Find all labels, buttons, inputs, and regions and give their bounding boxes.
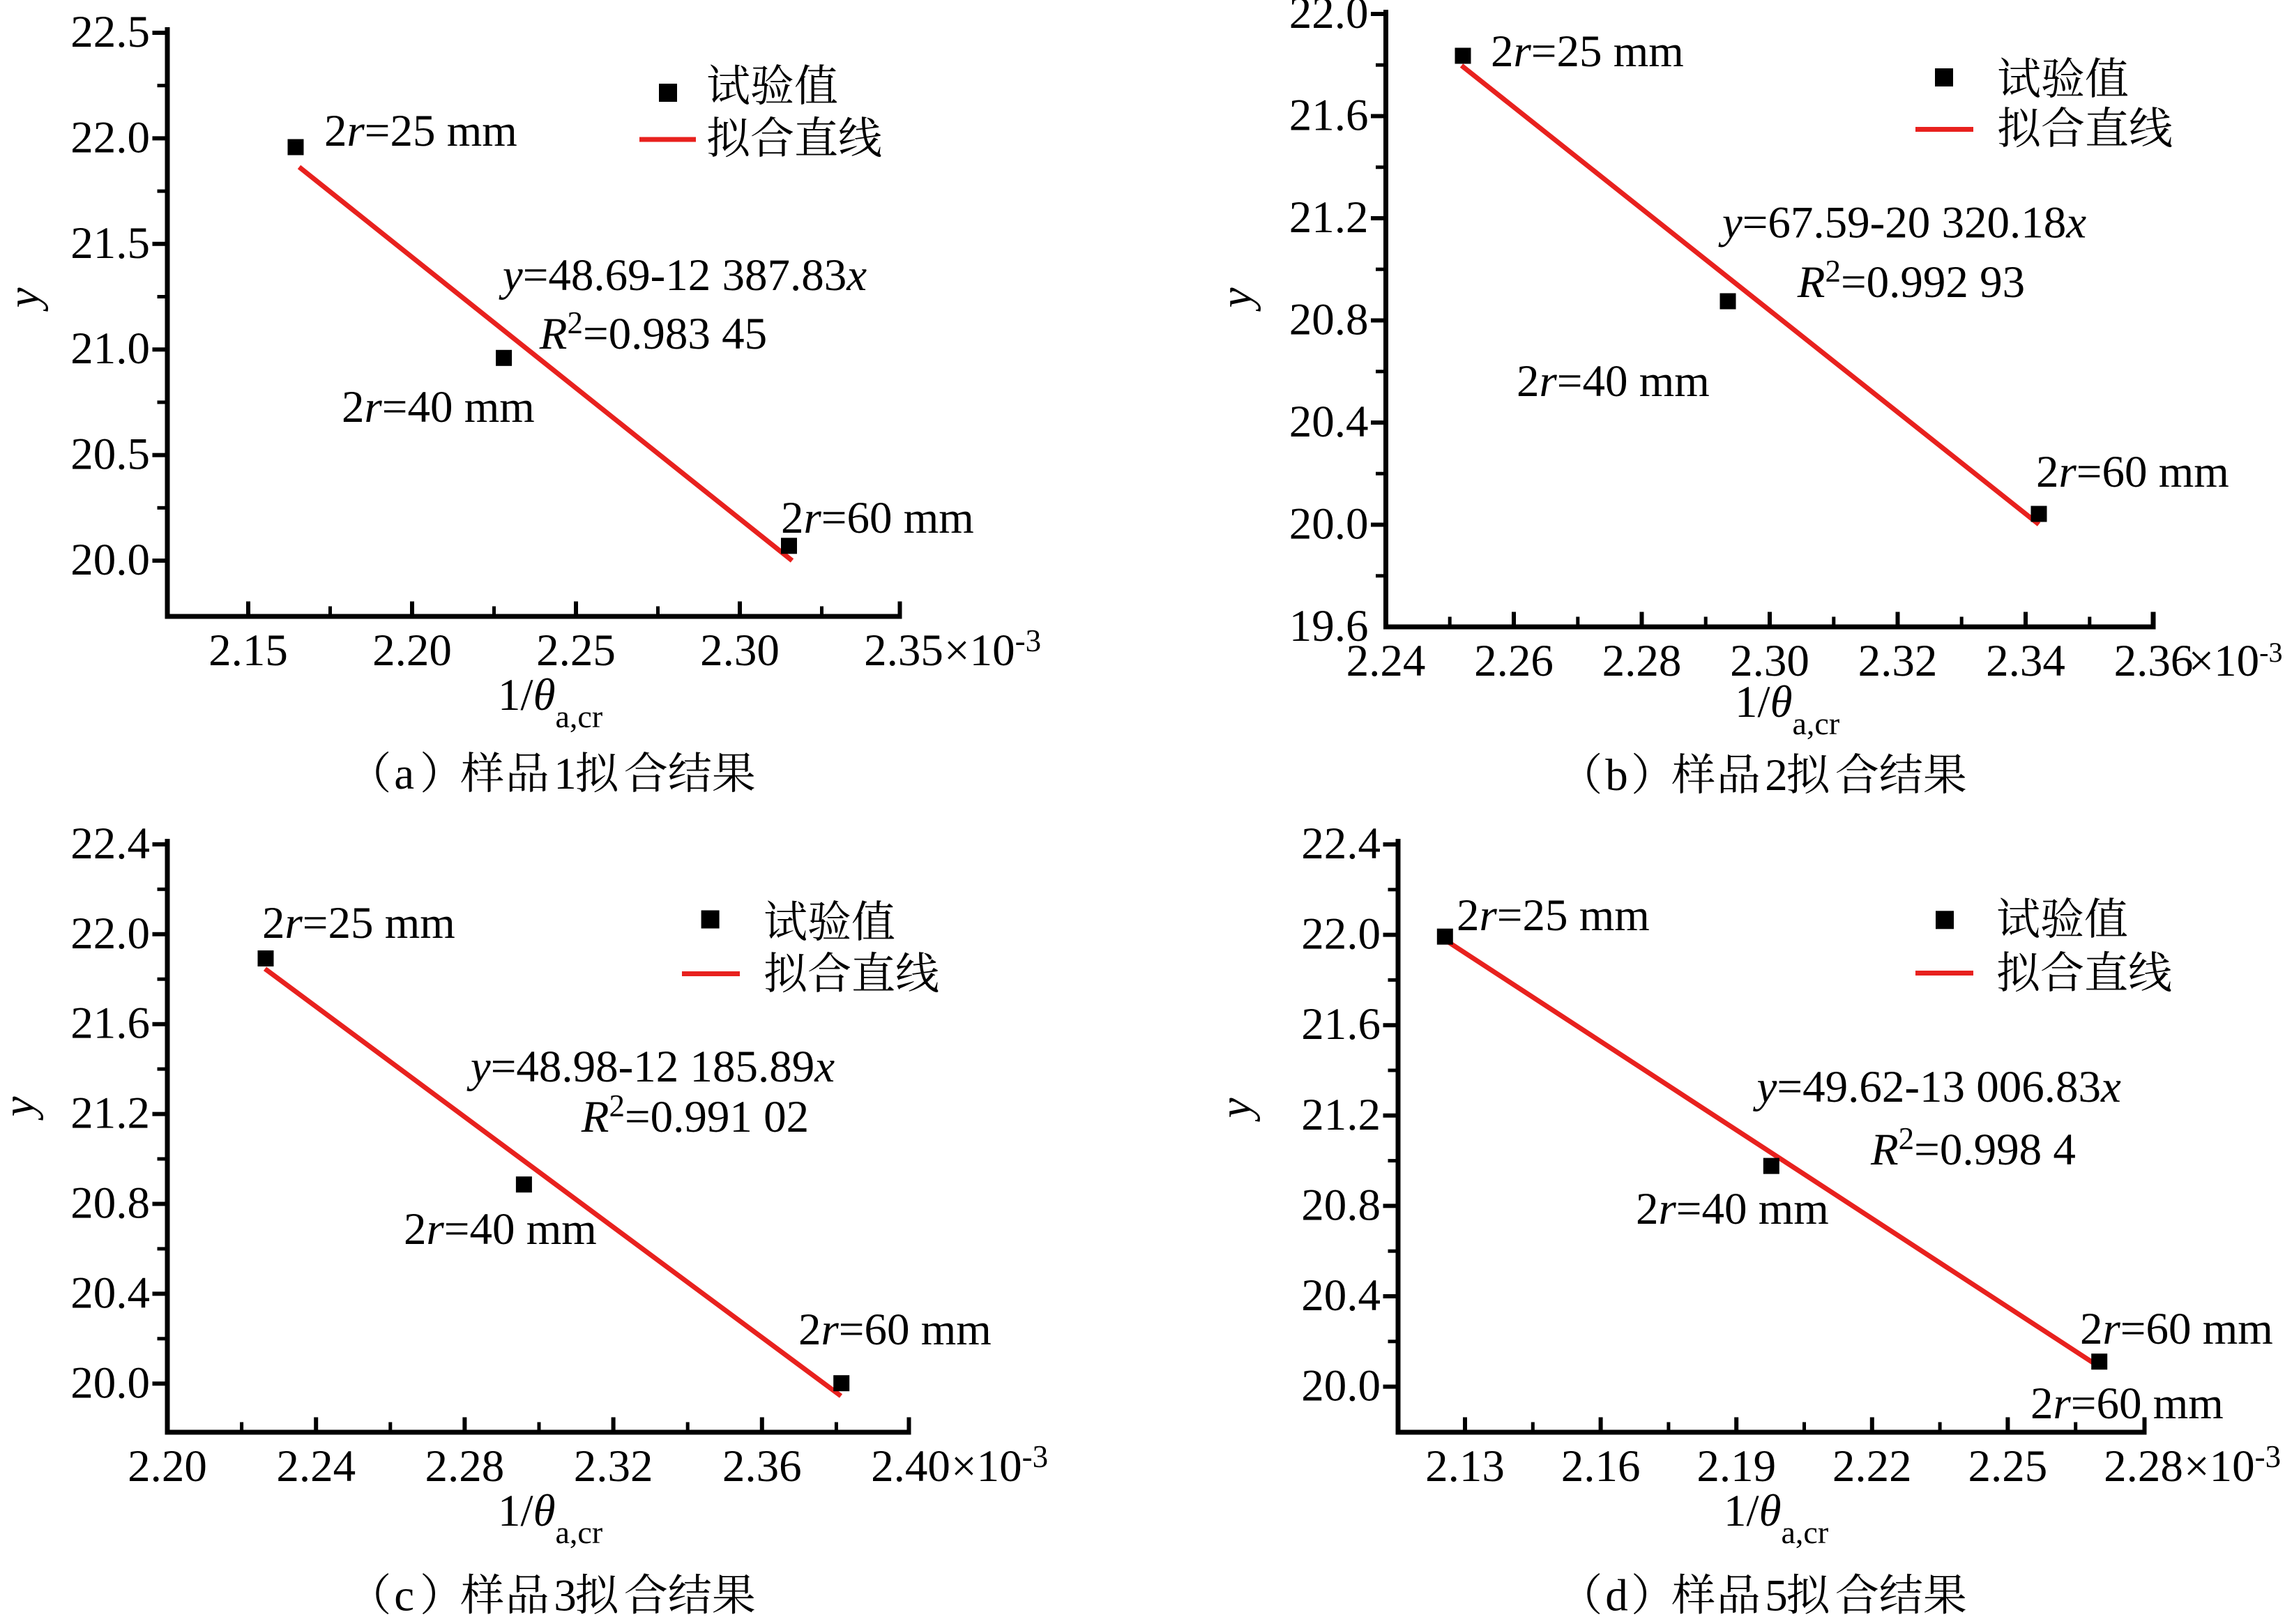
svg-text:R2=0.998 4: R2=0.998 4 bbox=[1870, 1121, 2076, 1175]
svg-text:21.6: 21.6 bbox=[70, 999, 150, 1049]
svg-text:2.30: 2.30 bbox=[700, 625, 780, 676]
svg-text:2r=25 mm: 2r=25 mm bbox=[324, 106, 517, 156]
svg-text:2.20: 2.20 bbox=[372, 625, 452, 676]
svg-text:2.34: 2.34 bbox=[1986, 636, 2065, 686]
svg-text:2.28: 2.28 bbox=[2104, 1441, 2183, 1492]
svg-text:2.15: 2.15 bbox=[208, 625, 288, 676]
svg-text:2.28: 2.28 bbox=[1602, 636, 1682, 686]
svg-text:2.16: 2.16 bbox=[1561, 1441, 1641, 1492]
svg-text:3: 3 bbox=[554, 1571, 577, 1621]
svg-text:20.8: 20.8 bbox=[70, 1178, 150, 1229]
svg-text:2.20: 2.20 bbox=[128, 1441, 207, 1492]
svg-text:20.5: 20.5 bbox=[70, 430, 150, 480]
svg-text:20.8: 20.8 bbox=[1301, 1180, 1381, 1230]
svg-text:2r=40 mm: 2r=40 mm bbox=[1517, 356, 1710, 407]
svg-text:20.4: 20.4 bbox=[1301, 1270, 1381, 1321]
svg-text:2r=60 mm: 2r=60 mm bbox=[2036, 447, 2229, 497]
svg-text:2r=40 mm: 2r=40 mm bbox=[342, 382, 535, 432]
svg-text:20.0: 20.0 bbox=[70, 535, 150, 585]
svg-text:22.0: 22.0 bbox=[1289, 0, 1369, 38]
svg-text:2.26: 2.26 bbox=[1474, 636, 1554, 686]
svg-text:20.4: 20.4 bbox=[70, 1268, 150, 1318]
svg-text:R2=0.992 93: R2=0.992 93 bbox=[1797, 254, 2025, 308]
svg-text:2.32: 2.32 bbox=[574, 1441, 653, 1492]
svg-text:y=49.62-13 006.83x: y=49.62-13 006.83x bbox=[1753, 1062, 2121, 1112]
svg-text:20.0: 20.0 bbox=[70, 1358, 150, 1408]
svg-text:21.2: 21.2 bbox=[1301, 1090, 1381, 1140]
svg-text:×10-3: ×10-3 bbox=[944, 623, 1041, 676]
svg-text:R2=0.983 45: R2=0.983 45 bbox=[539, 305, 767, 359]
svg-text:y: y bbox=[1211, 287, 1261, 312]
svg-text:20.4: 20.4 bbox=[1289, 397, 1369, 447]
svg-text:2.24: 2.24 bbox=[1346, 636, 1426, 686]
svg-text:y: y bbox=[0, 287, 49, 312]
svg-text:2r=60 mm: 2r=60 mm bbox=[781, 493, 974, 543]
svg-text:22.0: 22.0 bbox=[70, 909, 150, 959]
svg-text:2r=60 mm: 2r=60 mm bbox=[798, 1305, 992, 1355]
svg-text:2.25: 2.25 bbox=[536, 625, 616, 676]
svg-text:2r=40 mm: 2r=40 mm bbox=[1636, 1184, 1829, 1234]
svg-text:2r=60 mm: 2r=60 mm bbox=[2080, 1304, 2273, 1354]
svg-text:2.35: 2.35 bbox=[864, 625, 943, 676]
svg-text:2.28: 2.28 bbox=[425, 1441, 505, 1492]
svg-text:22.4: 22.4 bbox=[1301, 819, 1381, 869]
svg-text:y=67.59-20 320.18x: y=67.59-20 320.18x bbox=[1718, 198, 2086, 248]
svg-text:20.0: 20.0 bbox=[1289, 499, 1369, 549]
svg-text:2.36: 2.36 bbox=[722, 1441, 802, 1492]
svg-text:y: y bbox=[0, 1096, 44, 1121]
svg-text:21.2: 21.2 bbox=[70, 1088, 150, 1139]
svg-text:2.24: 2.24 bbox=[276, 1441, 356, 1492]
svg-text:2.25: 2.25 bbox=[1968, 1441, 2048, 1492]
svg-text:2.19: 2.19 bbox=[1696, 1441, 1776, 1492]
svg-text:19.6: 19.6 bbox=[1289, 601, 1369, 651]
svg-text:2: 2 bbox=[1765, 750, 1788, 800]
svg-text:22.0: 22.0 bbox=[70, 112, 150, 162]
svg-text:22.4: 22.4 bbox=[70, 819, 150, 869]
svg-text:c: c bbox=[394, 1571, 414, 1621]
svg-text:22.0: 22.0 bbox=[1301, 909, 1381, 959]
svg-text:21.2: 21.2 bbox=[1289, 192, 1369, 243]
svg-text:20.8: 20.8 bbox=[1289, 295, 1369, 345]
svg-text:2r=25 mm: 2r=25 mm bbox=[1457, 890, 1650, 941]
svg-text:22.5: 22.5 bbox=[70, 7, 150, 57]
svg-text:2r=25 mm: 2r=25 mm bbox=[262, 898, 455, 948]
svg-text:5: 5 bbox=[1765, 1571, 1788, 1621]
svg-text:2r=25 mm: 2r=25 mm bbox=[1491, 26, 1684, 77]
svg-text:1/θa,cr: 1/θa,cr bbox=[1724, 1486, 1828, 1550]
svg-text:2.40: 2.40 bbox=[871, 1441, 950, 1492]
svg-text:d: d bbox=[1605, 1571, 1628, 1621]
svg-text:y=48.98-12 185.89x: y=48.98-12 185.89x bbox=[466, 1042, 835, 1092]
svg-text:R2=0.991 02: R2=0.991 02 bbox=[581, 1088, 809, 1142]
svg-text:21.0: 21.0 bbox=[70, 324, 150, 374]
svg-text:2.30: 2.30 bbox=[1730, 636, 1809, 686]
svg-text:a: a bbox=[394, 749, 414, 799]
svg-text:2.32: 2.32 bbox=[1858, 636, 1938, 686]
svg-text:2.36: 2.36 bbox=[2114, 636, 2194, 686]
svg-text:2.13: 2.13 bbox=[1425, 1441, 1505, 1492]
svg-text:2r=40 mm: 2r=40 mm bbox=[404, 1204, 597, 1254]
svg-text:21.5: 21.5 bbox=[70, 218, 150, 268]
svg-text:20.0: 20.0 bbox=[1301, 1361, 1381, 1411]
svg-text:b: b bbox=[1605, 750, 1628, 800]
svg-text:21.6: 21.6 bbox=[1301, 999, 1381, 1049]
svg-text:y: y bbox=[1210, 1098, 1261, 1122]
svg-text:2.22: 2.22 bbox=[1832, 1441, 1912, 1492]
svg-text:y=48.69-12 387.83x: y=48.69-12 387.83x bbox=[499, 250, 867, 301]
svg-text:21.6: 21.6 bbox=[1289, 91, 1369, 141]
svg-text:1: 1 bbox=[554, 749, 577, 799]
svg-text:2r=60 mm: 2r=60 mm bbox=[2030, 1379, 2224, 1429]
